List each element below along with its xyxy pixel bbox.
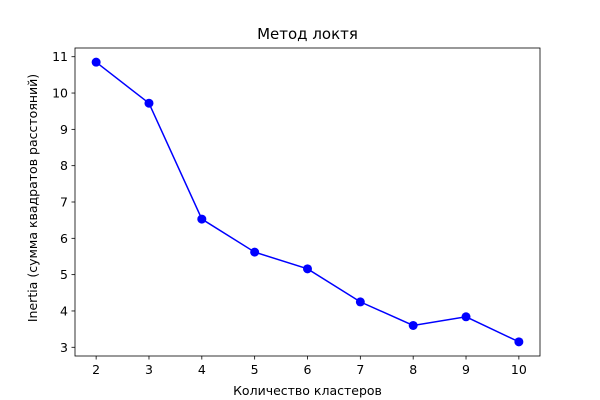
- x-tick-label: 7: [356, 362, 364, 377]
- y-tick-label: 8: [60, 158, 68, 173]
- data-point: [91, 57, 101, 67]
- data-point: [514, 337, 524, 347]
- x-tick-label: 10: [511, 362, 527, 377]
- x-tick-label: 3: [145, 362, 153, 377]
- x-tick-label: 8: [409, 362, 417, 377]
- x-tick-label: 6: [304, 362, 312, 377]
- y-tick-label: 7: [60, 195, 68, 210]
- y-axis-label: Inertia (сумма квадратов расстояний): [25, 74, 40, 322]
- x-tick-label: 5: [251, 362, 259, 377]
- y-tick-label: 10: [52, 86, 68, 101]
- y-tick-label: 9: [60, 122, 68, 137]
- data-point: [355, 297, 365, 307]
- y-tick-label: 3: [60, 340, 68, 355]
- chart-title: Метод локтя: [257, 25, 358, 43]
- y-tick-label: 4: [60, 303, 68, 318]
- plot-area: 2 3 4 5 6 7 8 9 10 3 4 5 6 7 8 9 10 11: [52, 47, 541, 377]
- y-tick-label: 6: [60, 231, 68, 246]
- x-tick-label: 2: [92, 362, 100, 377]
- x-tick-label: 9: [462, 362, 470, 377]
- x-axis-label: Количество кластеров: [233, 383, 382, 398]
- x-tick-label: 4: [198, 362, 206, 377]
- data-point: [408, 320, 418, 330]
- data-point: [303, 264, 312, 274]
- data-point: [144, 98, 154, 108]
- y-tick-label: 5: [60, 267, 68, 282]
- data-point: [250, 247, 260, 257]
- data-point: [461, 312, 471, 322]
- y-tick-label: 11: [52, 49, 68, 64]
- data-point: [197, 214, 207, 224]
